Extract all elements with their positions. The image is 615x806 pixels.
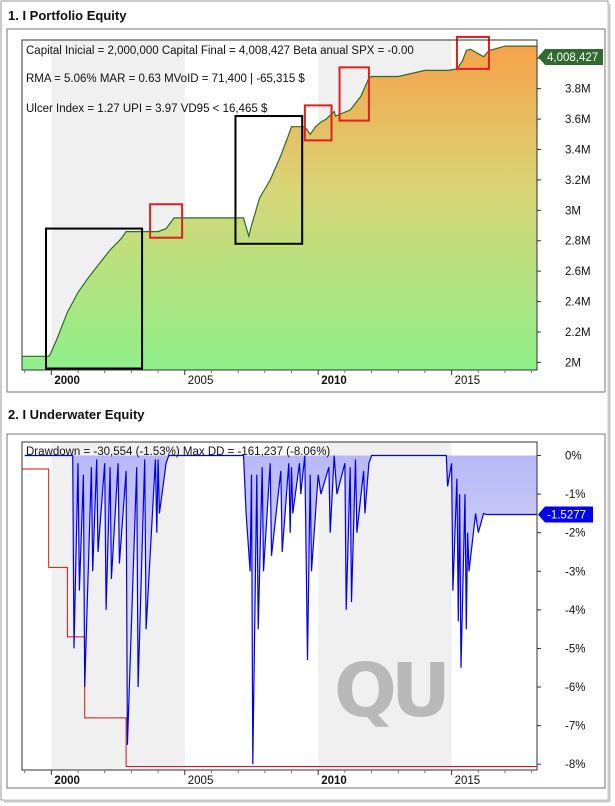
- highlight-box-red: [303, 104, 333, 142]
- uw-y-tick-label: -3%: [565, 566, 585, 578]
- underwater-info-line: Drawdown = -30,554 (-1.53%) Max DD = -16…: [26, 446, 330, 458]
- eq-y-tick-label: 2.6M: [565, 266, 591, 278]
- equity-last-value-badge: 4,008,427: [538, 48, 603, 65]
- equity-last-value-box: [538, 48, 603, 65]
- equity-info-text: Capital Inicial = 2,000,000 Capital Fina…: [26, 45, 414, 115]
- eq-y-tick-label: 2.8M: [565, 236, 591, 248]
- underwater-last-value-badge: -1.5277: [538, 506, 593, 523]
- uw-band-2010: [318, 442, 452, 770]
- uw-x-tick-label: 2000: [54, 775, 80, 787]
- eq-x-tick-label: 2015: [455, 375, 481, 387]
- highlight-box-red: [455, 35, 490, 70]
- eq-y-tick-label: 2M: [565, 357, 581, 369]
- equity-series-line: [22, 45, 537, 357]
- uw-y-tick-label: 0%: [565, 451, 582, 463]
- highlight-box-black: [234, 115, 304, 245]
- eq-y-tick-label: 3.8M: [565, 84, 591, 96]
- highlight-box-black: [45, 227, 144, 370]
- eq-y-tick-label: 2.2M: [565, 327, 591, 339]
- eq-y-tick-label: 2.4M: [565, 297, 591, 309]
- uw-y-tick-label: -7%: [565, 721, 585, 733]
- underwater-plot-frame: [21, 441, 538, 771]
- eq-y-tick-label: 3M: [565, 205, 581, 217]
- qu-watermark-logo: QU: [334, 648, 451, 734]
- eq-y-tick-label: 3.6M: [565, 114, 591, 126]
- uw-y-tick-label: -1%: [565, 489, 585, 501]
- uw-y-tick-label: -4%: [565, 605, 585, 617]
- underwater-lines: [22, 454, 537, 767]
- equity-last-value-label: 4,008,427: [547, 52, 598, 64]
- drawdown-last-value-label: -1.5277: [547, 509, 586, 521]
- eq-y-tick-label: 3.2M: [565, 175, 591, 187]
- equity-info-line-2: RMA = 5.06% MAR = 0.63 MVoID = 71,400 | …: [26, 73, 305, 85]
- highlight-box-red: [149, 203, 184, 239]
- highlight-box-red: [338, 66, 370, 122]
- equity-chart-title: 1. I Portfolio Equity: [8, 8, 127, 23]
- eq-x-tick-label: 2005: [188, 375, 214, 387]
- uw-y-tick-label: -5%: [565, 643, 585, 655]
- drawdown-series-line: [24, 454, 537, 765]
- underwater-chart-title: 2. I Underwater Equity: [8, 407, 145, 422]
- uw-x-tick-label: 2005: [188, 775, 214, 787]
- eq-x-tick-label: 2010: [321, 375, 347, 387]
- underwater-y-axis: 0% -1% -2% -3% -4% -5% -6% -7% -8%: [537, 451, 585, 771]
- equity-info-line-1: Capital Inicial = 2,000,000 Capital Fina…: [26, 45, 414, 57]
- equity-fill-area: [22, 46, 537, 370]
- eq-x-tick-label: 2000: [54, 375, 80, 387]
- drawdown-last-value-box: [538, 506, 593, 523]
- underwater-x-axis: 2000 2005 2010 2015: [24, 770, 533, 787]
- equity-x-axis: 2000 2005 2010 2015: [24, 370, 533, 387]
- uw-x-tick-label: 2010: [321, 775, 347, 787]
- equity-highlight-boxes: [45, 35, 490, 370]
- equity-info-line-3: Ulcer Index = 1.27 UPI = 3.97 VD95 < 16,…: [26, 103, 268, 115]
- equity-plot-frame: [21, 39, 538, 371]
- uw-y-tick-label: -6%: [565, 682, 585, 694]
- eq-y-tick-label: 3.4M: [565, 144, 591, 156]
- equity-area: [22, 45, 537, 370]
- uw-y-tick-label: -2%: [565, 528, 585, 540]
- uw-y-tick-label: -8%: [565, 759, 585, 771]
- watermark-text: QU: [334, 648, 445, 734]
- uw-x-tick-label: 2015: [455, 775, 481, 787]
- max-dd-series-line: [22, 468, 537, 767]
